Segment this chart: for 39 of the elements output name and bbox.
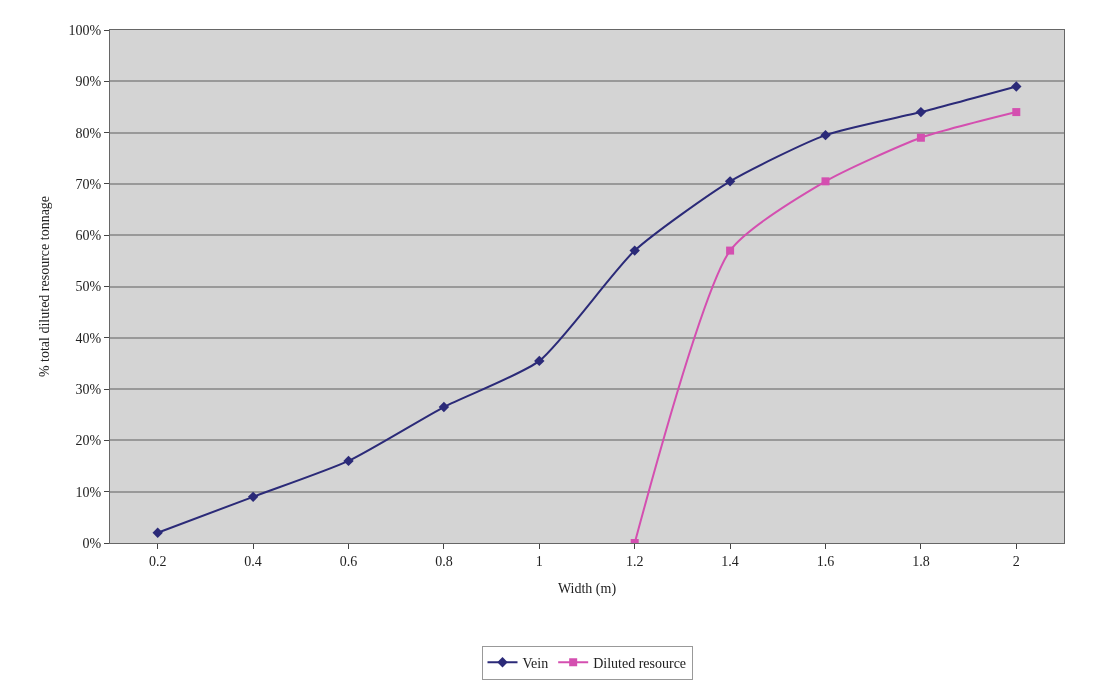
y-tick-label: 80%: [75, 125, 102, 141]
point: [1011, 81, 1022, 92]
legend-label: Vein: [522, 655, 549, 671]
y-tick-label: 40%: [75, 330, 102, 346]
point: [438, 401, 450, 413]
point: [915, 106, 927, 118]
point: [820, 129, 831, 141]
point: [724, 176, 736, 187]
x-tick-label: 0.6: [339, 553, 358, 569]
y-tick-label: 50%: [75, 279, 102, 295]
y-tick-label: 100%: [68, 22, 102, 38]
x-tick-label: 1.6: [816, 553, 835, 569]
x-tick-label: 0.8: [435, 553, 453, 569]
x-tick-label: 2: [1012, 553, 1020, 569]
point: [247, 491, 259, 503]
y-tick-label: 60%: [75, 228, 102, 244]
point: [916, 133, 925, 142]
y-tick-label: 70%: [75, 176, 102, 192]
x-tick-label: 0.4: [244, 553, 262, 569]
y-tick-label: 30%: [75, 382, 102, 397]
point: [152, 527, 163, 538]
x-tick-label: 1.8: [912, 553, 930, 569]
x-axis-title: Width (m): [557, 581, 617, 598]
x-tick-label: 1.4: [721, 553, 739, 569]
y-tick-label: 90%: [75, 74, 102, 90]
y-tick-label: 20%: [75, 433, 102, 449]
x-tick-label: 0.2: [148, 553, 167, 569]
point: [821, 177, 830, 186]
x-tick-label: 1.2: [625, 553, 644, 569]
point: [629, 245, 640, 256]
y-tick-label: 0%: [82, 535, 102, 551]
y-axis-title: % total diluted resource tonnage: [37, 195, 53, 378]
point: [1012, 108, 1021, 117]
y-tick-label: 10%: [75, 484, 102, 500]
point: [534, 355, 545, 367]
point: [726, 246, 735, 255]
legend-label: Diluted resource: [593, 655, 687, 671]
point: [343, 455, 354, 467]
x-tick-label: 1: [535, 553, 543, 569]
